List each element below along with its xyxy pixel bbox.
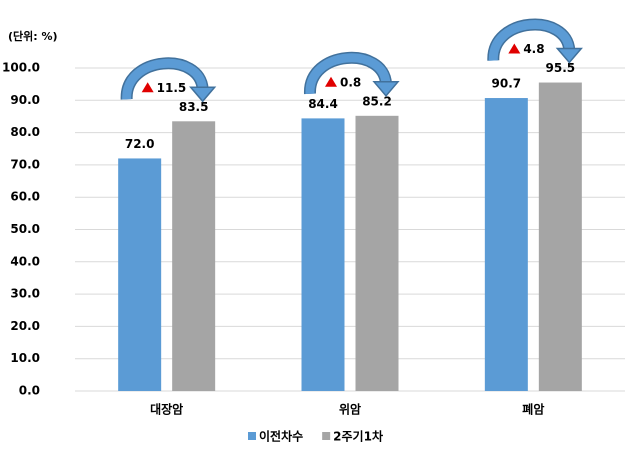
- arrow-head: [189, 86, 217, 103]
- legend-swatch: [322, 432, 331, 440]
- arrow-body: [122, 58, 208, 100]
- unit-label: (단위: %): [8, 29, 58, 43]
- change-label: 11.5: [157, 81, 187, 95]
- up-triangle: [141, 82, 154, 93]
- legend-label: 이전차수: [259, 429, 303, 444]
- legend-label: 2주기1차: [333, 429, 383, 444]
- bar: [538, 82, 582, 391]
- bar: [172, 121, 216, 392]
- y-tick-label: 20.0: [10, 319, 40, 333]
- y-tick-label: 100.0: [2, 61, 40, 75]
- y-tick-label: 70.0: [10, 157, 40, 171]
- y-tick-label: 40.0: [10, 254, 40, 268]
- legend-swatch: [248, 432, 256, 440]
- up-triangle: [325, 76, 337, 87]
- x-tick-label: 대장암: [150, 403, 183, 417]
- change-label: 4.8: [523, 42, 544, 56]
- x-tick-label: 위암: [339, 403, 361, 417]
- value-label: 95.5: [546, 61, 576, 75]
- up-triangle: [508, 43, 521, 54]
- arrow-body: [305, 53, 391, 95]
- value-label: 90.7: [492, 77, 522, 91]
- bar: [301, 118, 345, 391]
- y-tick-label: 90.0: [10, 93, 40, 107]
- y-tick-label: 60.0: [10, 190, 40, 204]
- y-tick-label: 80.0: [10, 125, 40, 139]
- value-label: 85.2: [362, 94, 392, 108]
- arrow-head: [372, 81, 400, 97]
- y-tick-label: 30.0: [10, 287, 40, 301]
- y-tick-label: 10.0: [10, 351, 40, 365]
- bar: [484, 98, 528, 391]
- y-tick-label: 0.0: [19, 384, 40, 398]
- arrow-body: [488, 20, 574, 61]
- y-tick-label: 50.0: [10, 222, 40, 236]
- value-label: 72.0: [125, 137, 155, 151]
- bar: [355, 115, 399, 391]
- value-label: 83.5: [179, 100, 209, 114]
- arrow-head: [555, 47, 583, 64]
- change-label: 0.8: [340, 75, 361, 89]
- bar: [118, 158, 162, 391]
- x-tick-label: 폐암: [522, 402, 544, 417]
- value-label: 84.4: [308, 97, 338, 111]
